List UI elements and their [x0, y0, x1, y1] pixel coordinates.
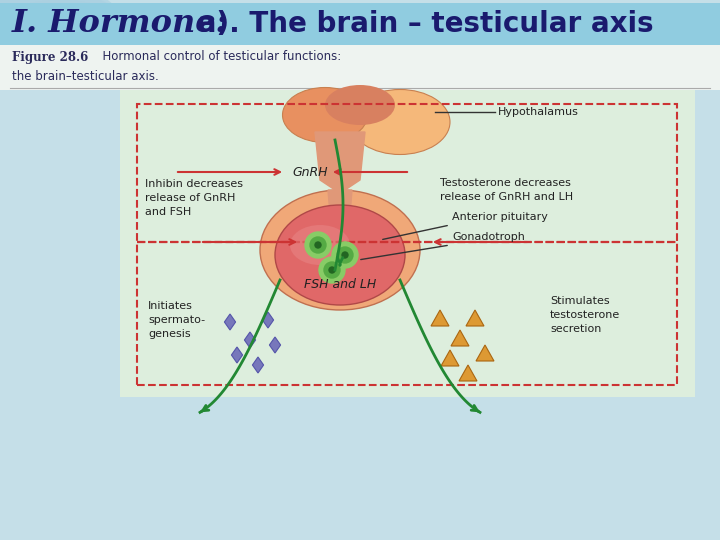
Bar — [137, 104, 677, 242]
Circle shape — [329, 267, 335, 273]
Ellipse shape — [325, 85, 395, 125]
Ellipse shape — [260, 190, 420, 310]
Bar — [0, 45, 720, 90]
Polygon shape — [225, 314, 235, 330]
Text: GnRH: GnRH — [292, 165, 328, 179]
Polygon shape — [441, 350, 459, 366]
Text: Testosterone decreases
release of GnRH and LH: Testosterone decreases release of GnRH a… — [440, 178, 573, 202]
Text: Gonadotroph: Gonadotroph — [452, 232, 525, 242]
Bar — [125, 90, 690, 100]
Ellipse shape — [275, 205, 405, 305]
Ellipse shape — [290, 225, 350, 265]
Circle shape — [324, 262, 340, 278]
Ellipse shape — [0, 0, 130, 60]
Text: FSH and LH: FSH and LH — [304, 279, 376, 292]
Polygon shape — [466, 310, 484, 326]
Ellipse shape — [282, 87, 367, 143]
Text: Stimulates
testosterone
secretion: Stimulates testosterone secretion — [550, 296, 620, 334]
Ellipse shape — [350, 90, 450, 154]
Circle shape — [305, 232, 331, 258]
Circle shape — [315, 242, 321, 248]
Polygon shape — [315, 132, 365, 190]
Text: Inhibin decreases
release of GnRH
and FSH: Inhibin decreases release of GnRH and FS… — [145, 179, 243, 217]
Polygon shape — [269, 337, 281, 353]
Circle shape — [337, 247, 353, 263]
Ellipse shape — [0, 0, 125, 60]
Text: a). The brain – testicular axis: a). The brain – testicular axis — [188, 10, 654, 38]
Polygon shape — [262, 312, 274, 328]
Bar — [137, 242, 677, 385]
Polygon shape — [451, 330, 469, 346]
Bar — [0, 3, 720, 45]
Text: Anterior pituitary: Anterior pituitary — [452, 212, 548, 222]
Polygon shape — [328, 190, 352, 215]
Text: I. Hormone:: I. Hormone: — [12, 9, 228, 39]
Text: Figure 28.6: Figure 28.6 — [12, 51, 89, 64]
Polygon shape — [253, 357, 264, 373]
Polygon shape — [476, 345, 494, 361]
Polygon shape — [231, 347, 243, 363]
Text: Hypothalamus: Hypothalamus — [498, 107, 579, 117]
Text: Hormonal control of testicular functions:: Hormonal control of testicular functions… — [95, 51, 341, 64]
Bar — [125, 95, 690, 392]
Polygon shape — [431, 310, 449, 326]
Polygon shape — [459, 365, 477, 381]
Text: the brain–testicular axis.: the brain–testicular axis. — [12, 71, 158, 84]
Polygon shape — [244, 332, 256, 348]
Circle shape — [332, 242, 358, 268]
Circle shape — [342, 252, 348, 258]
Bar — [120, 90, 695, 397]
Text: Initiates
spermato-
genesis: Initiates spermato- genesis — [148, 301, 205, 339]
Ellipse shape — [0, 0, 120, 60]
Circle shape — [319, 257, 345, 283]
Circle shape — [310, 237, 326, 253]
